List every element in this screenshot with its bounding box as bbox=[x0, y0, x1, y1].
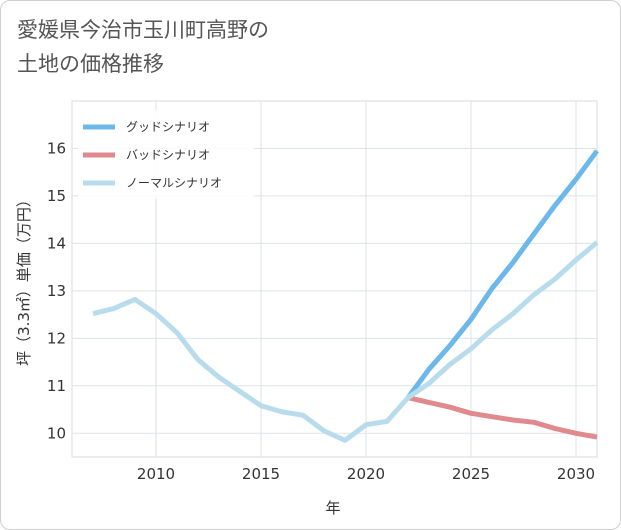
y-tick-label: 10 bbox=[47, 424, 66, 442]
series-line-good bbox=[405, 149, 600, 400]
series-line-normal bbox=[92, 240, 599, 443]
chart-title-line-2: 土地の価格推移 bbox=[17, 52, 164, 76]
x-tick-label: 2015 bbox=[242, 465, 280, 483]
y-tick-label: 15 bbox=[47, 187, 66, 205]
y-tick-label: 14 bbox=[47, 234, 66, 252]
y-tick-labels: 10 11 12 13 14 15 16 bbox=[47, 139, 66, 442]
x-tick-labels: 2010 2015 2020 2025 2030 bbox=[137, 465, 595, 483]
y-axis-label: 坪（3.3㎡）単価（万円） bbox=[15, 192, 33, 366]
x-tick-label: 2025 bbox=[452, 465, 490, 483]
series-line-bad bbox=[407, 395, 598, 440]
chart-title-line-1: 愛媛県今治市玉川町高野の bbox=[17, 18, 269, 42]
legend-label-normal: ノーマルシナリオ bbox=[126, 176, 222, 190]
x-tick-label: 2020 bbox=[347, 465, 385, 483]
x-axis-label: 年 bbox=[325, 499, 340, 517]
y-tick-label: 11 bbox=[47, 377, 66, 395]
legend-label-good: グッドシナリオ bbox=[126, 120, 210, 134]
legend: グッドシナリオ バッドシナリオ ノーマルシナリオ bbox=[78, 110, 254, 198]
chart-title: 愛媛県今治市玉川町高野の 土地の価格推移 bbox=[17, 13, 269, 81]
legend-label-bad: バッドシナリオ bbox=[126, 148, 210, 162]
y-tick-label: 13 bbox=[47, 282, 66, 300]
y-tick-label: 12 bbox=[47, 329, 66, 347]
x-tick-label: 2030 bbox=[557, 465, 595, 483]
y-tick-label: 16 bbox=[47, 139, 66, 157]
series-lines bbox=[92, 149, 600, 443]
x-tick-label: 2010 bbox=[137, 465, 175, 483]
